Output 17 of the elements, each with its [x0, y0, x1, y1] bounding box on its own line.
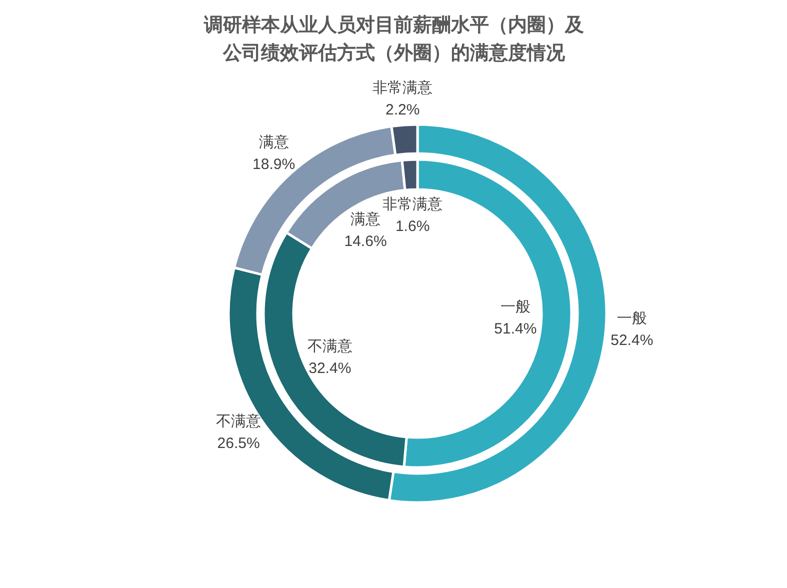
data-label: 18.9% — [252, 156, 296, 174]
slice-label: 非常满意 — [382, 196, 443, 214]
data-label: 51.4% — [494, 320, 537, 338]
chart-title: 调研样本从业人员对目前薪酬水平（内圈）及公司绩效评估方式（外圈）的满意度情况 — [203, 14, 584, 64]
slice-label: 一般 — [616, 310, 647, 328]
data-label: 52.4% — [610, 332, 654, 350]
data-label: 26.5% — [217, 435, 260, 452]
category-label: 非常满意 — [372, 79, 433, 96]
data-label: 32.4% — [308, 360, 352, 377]
data-label: 1.6% — [395, 218, 430, 236]
data-label: 14.6% — [344, 232, 387, 250]
slice-label: 不满意 — [216, 413, 262, 430]
data-label: 2.2% — [386, 102, 420, 119]
slice-label: 一般 — [500, 298, 530, 316]
slice-label: 不满意 — [307, 338, 352, 355]
slice-label: 满意 — [350, 210, 381, 228]
category-label: 满意 — [258, 134, 289, 152]
